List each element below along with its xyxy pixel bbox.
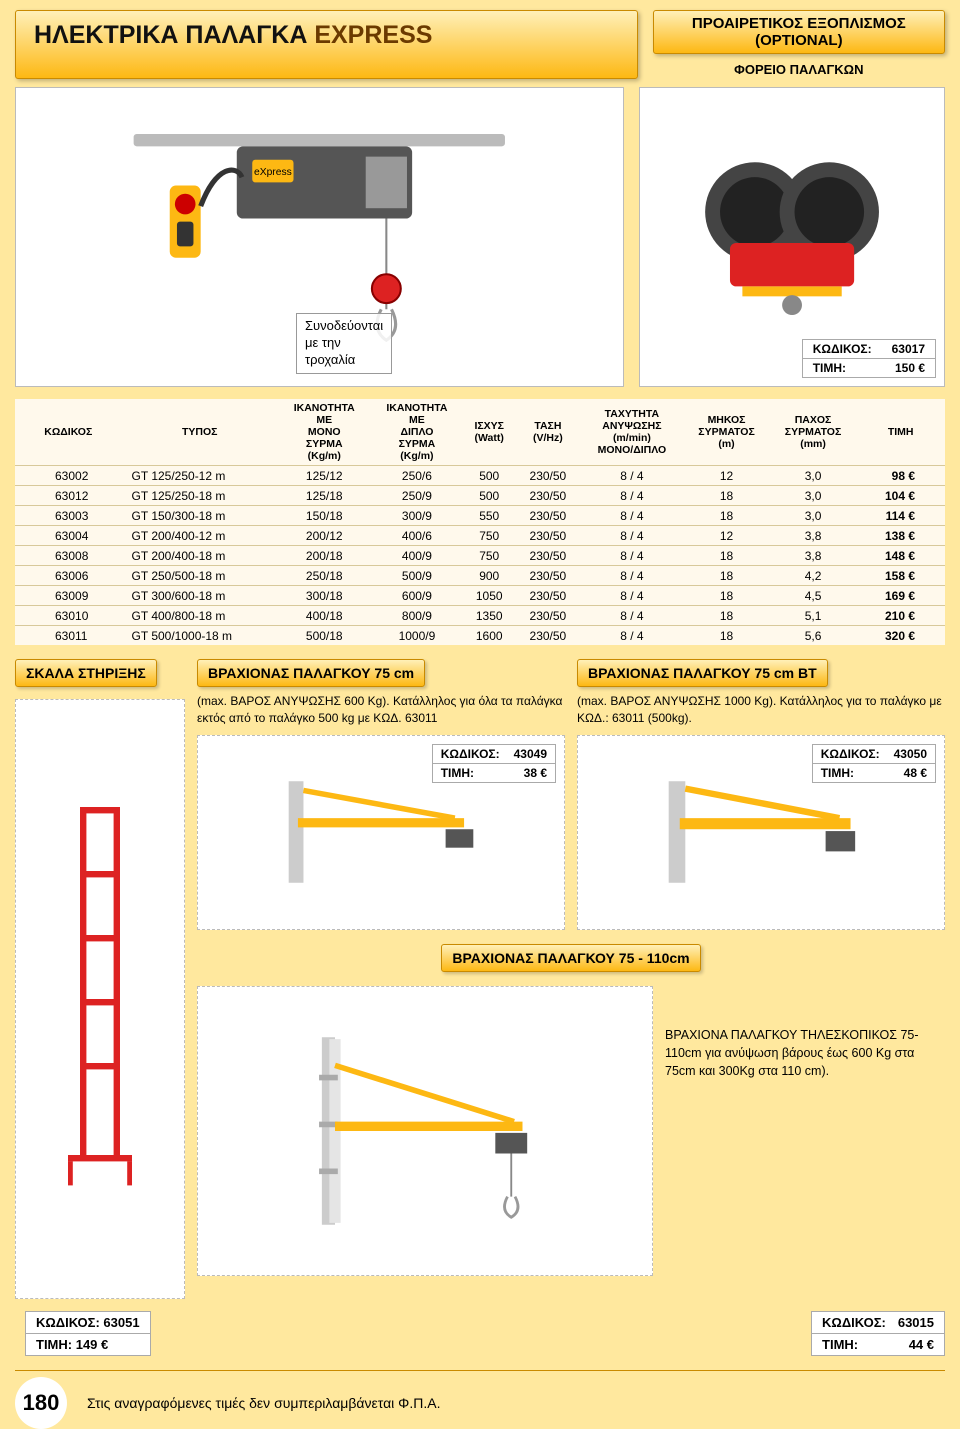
pulley-caption: Συνοδεύονται με την τροχαλία bbox=[296, 313, 392, 374]
page-number: 180 bbox=[15, 1377, 67, 1429]
table-row: 63003GT 150/300-18 m150/18300/9550230/50… bbox=[15, 506, 945, 526]
hoist-image: eXpress Συνοδεύονται με την τροχαλία bbox=[15, 87, 624, 387]
arm2-price: ΚΩΔΙΚΟΣ:43050 ΤΙΜΗ:48 € bbox=[812, 744, 936, 783]
arm3-image bbox=[197, 986, 653, 1276]
table-header: ΙΚΑΝΟΤΗΤΑΜΕΔΙΠΛΟΣΥΡΜΑ(Kg/m) bbox=[371, 399, 464, 466]
svg-text:eXpress: eXpress bbox=[254, 167, 292, 178]
arm3-desc: ΒΡΑΧΙΟΝΑ ΠΑΛΑΓΚΟΥ ΤΗΛΕΣΚΟΠΙΚΟΣ 75-110cm … bbox=[665, 986, 945, 1276]
table-header: ΜΗΚΟΣΣΥΡΜΑΤΟΣ(m) bbox=[683, 399, 770, 466]
page-title: ΗΛΕΚΤΡΙΚΑ ΠΑΛΑΓΚΑ EXPRESS bbox=[15, 10, 638, 79]
table-header: ΤΑΧΥΤΗΤΑΑΝΥΨΩΣΗΣ(m/min)ΜΟΝΟ/ΔΙΠΛΟ bbox=[581, 399, 684, 466]
table-header: ΤΥΠΟΣ bbox=[122, 399, 278, 466]
arm1-desc: (max. ΒΑΡΟΣ ΑΝΥΨΩΣΗΣ 600 Kg). Κατάλληλος… bbox=[197, 693, 565, 727]
table-row: 63004GT 200/400-12 m200/12400/6750230/50… bbox=[15, 526, 945, 546]
table-row: 63011GT 500/1000-18 m500/181000/91600230… bbox=[15, 626, 945, 646]
arm1-title: ΒΡΑΧΙΟΝΑΣ ΠΑΛΑΓΚΟΥ 75 cm bbox=[197, 659, 425, 687]
arm2-desc: (max. ΒΑΡΟΣ ΑΝΥΨΩΣΗΣ 1000 Kg). Κατάλληλο… bbox=[577, 693, 945, 727]
optional-banner: ΠΡΟΑΙΡΕΤΙΚΟΣ ΕΞΟΠΛΙΣΜΟΣ(OPTIONAL) bbox=[653, 10, 945, 54]
trolley-image: ΚΩΔΙΚΟΣ:63017 ΤΙΜΗ:150 € bbox=[639, 87, 945, 387]
table-header: ΤΑΣΗ(V/Hz) bbox=[515, 399, 580, 466]
trolley-price: ΚΩΔΙΚΟΣ:63017 ΤΙΜΗ:150 € bbox=[802, 339, 936, 378]
table-row: 63010GT 400/800-18 m400/18800/91350230/5… bbox=[15, 606, 945, 626]
footer-note: Στις αναγραφόμενες τιμές δεν συμπεριλαμβ… bbox=[87, 1395, 440, 1411]
arm2-title: ΒΡΑΧΙΟΝΑΣ ΠΑΛΑΓΚΟΥ 75 cm BT bbox=[577, 659, 828, 687]
spec-table: ΚΩΔΙΚΟΣΤΥΠΟΣΙΚΑΝΟΤΗΤΑΜΕΜΟΝΟΣΥΡΜΑ(Kg/m)ΙΚ… bbox=[15, 399, 945, 645]
table-row: 63009GT 300/600-18 m300/18600/91050230/5… bbox=[15, 586, 945, 606]
table-row: 63012GT 125/250-18 m125/18250/9500230/50… bbox=[15, 486, 945, 506]
table-header: ΤΙΜΗ bbox=[856, 399, 945, 466]
arm3-title: ΒΡΑΧΙΟΝΑΣ ΠΑΛΑΓΚΟΥ 75 - 110cm bbox=[441, 944, 700, 972]
arm1-image: ΚΩΔΙΚΟΣ:43049 ΤΙΜΗ:38 € bbox=[197, 735, 565, 930]
arm1-price: ΚΩΔΙΚΟΣ:43049 ΤΙΜΗ:38 € bbox=[432, 744, 556, 783]
table-header: ΙΣΧΥΣ(Watt) bbox=[463, 399, 515, 466]
table-header: ΙΚΑΝΟΤΗΤΑΜΕΜΟΝΟΣΥΡΜΑ(Kg/m) bbox=[278, 399, 371, 466]
table-row: 63006GT 250/500-18 m250/18500/9900230/50… bbox=[15, 566, 945, 586]
ladder-title: ΣΚΑΛΑ ΣΤΗΡΙΞΗΣ bbox=[15, 659, 157, 687]
trolley-label: ΦΟΡΕΙΟ ΠΑΛΑΓΚΩΝ bbox=[653, 60, 945, 79]
table-header: ΚΩΔΙΚΟΣ bbox=[15, 399, 122, 466]
table-row: 63008GT 200/400-18 m200/18400/9750230/50… bbox=[15, 546, 945, 566]
table-header: ΠΑΧΟΣΣΥΡΜΑΤΟΣ(mm) bbox=[770, 399, 857, 466]
arm2-image: ΚΩΔΙΚΟΣ:43050 ΤΙΜΗ:48 € bbox=[577, 735, 945, 930]
table-row: 63002GT 125/250-12 m125/12250/6500230/50… bbox=[15, 466, 945, 486]
ladder-image bbox=[15, 699, 185, 1299]
arm3-price: ΚΩΔΙΚΟΣ:63015 ΤΙΜΗ:44 € bbox=[811, 1311, 945, 1356]
ladder-price: ΚΩΔΙΚΟΣ: 63051 ΤΙΜΗ: 149 € bbox=[25, 1311, 151, 1356]
